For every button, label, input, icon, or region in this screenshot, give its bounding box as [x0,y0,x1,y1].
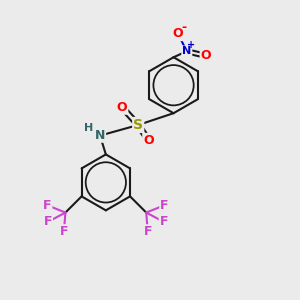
Text: +: + [187,40,195,50]
Text: -: - [181,21,186,34]
Text: F: F [160,199,169,212]
Text: F: F [60,225,68,238]
Text: O: O [201,49,211,62]
Text: F: F [44,215,52,229]
Text: O: O [173,27,183,40]
Text: N: N [95,129,105,142]
Text: O: O [117,101,127,114]
Text: F: F [43,199,51,212]
Text: H: H [83,123,93,133]
Text: S: S [133,118,143,132]
Text: F: F [160,215,168,229]
Text: F: F [143,225,152,238]
Text: N: N [182,46,191,56]
Text: O: O [143,134,154,147]
